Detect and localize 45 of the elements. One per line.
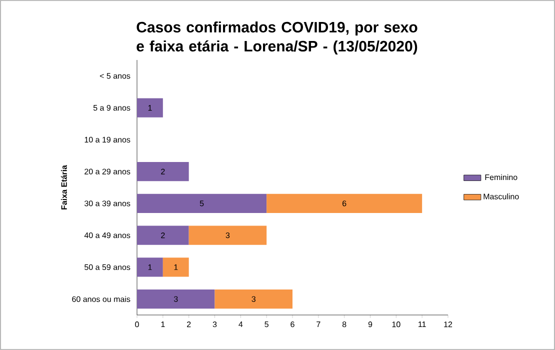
x-tick-label: 11 — [418, 322, 426, 328]
data-label: 3 — [252, 296, 256, 302]
data-label: 1 — [148, 264, 152, 270]
x-tick-label: 7 — [316, 322, 320, 328]
y-tick-label: 40 a 49 anos — [84, 232, 130, 238]
x-tick-label: 6 — [290, 322, 294, 328]
bar — [188, 226, 267, 245]
legend-label: Masculino — [484, 193, 519, 200]
data-label: 1 — [174, 264, 178, 270]
bar — [214, 289, 292, 309]
x-tick-label: 3 — [212, 322, 217, 328]
data-label: 5 — [200, 200, 204, 206]
legend-label: Feminino — [485, 174, 518, 180]
y-tick-label: 60 anos ou mais — [72, 296, 130, 302]
data-label: 1 — [148, 105, 152, 111]
x-tick-label: 12 — [444, 322, 452, 328]
y-tick-label: 20 a 29 anos — [84, 168, 130, 174]
x-tick-label: 5 — [264, 322, 268, 328]
chart-title: Casos confirmados COVID19, por sexo e faixa etária - Lorena/SP - (13/05/2020) — [136, 22, 418, 54]
bar — [137, 194, 267, 213]
bar — [137, 98, 163, 118]
data-label: 2 — [161, 168, 165, 174]
bar — [137, 162, 189, 182]
x-tick-label: 9 — [368, 322, 372, 328]
data-label: 3 — [226, 232, 230, 238]
x-tick-label: 10 — [392, 322, 400, 328]
x-tick-label: 8 — [342, 322, 346, 328]
bar — [137, 226, 189, 245]
y-tick-label: 10 a 19 anos — [84, 136, 130, 143]
bar — [137, 289, 215, 309]
data-label: 3 — [174, 296, 178, 302]
x-tick-label: 0 — [135, 322, 139, 328]
y-tick-label: < 5 anos — [100, 73, 130, 79]
bar — [137, 258, 163, 277]
y-tick-label: 30 a 39 anos — [84, 200, 130, 206]
y-tick-label: 50 a 59 anos — [84, 264, 130, 270]
bar — [266, 194, 422, 213]
bar — [162, 258, 189, 277]
y-axis-title: Faixa Etária — [60, 164, 67, 210]
x-tick-label: 2 — [187, 322, 191, 328]
y-tick-label: 5 a 9 anos — [93, 104, 130, 111]
x-tick-label: 1 — [161, 322, 165, 328]
data-label: 2 — [161, 232, 165, 238]
x-tick-label: 4 — [238, 322, 243, 328]
data-label: 6 — [342, 200, 346, 206]
